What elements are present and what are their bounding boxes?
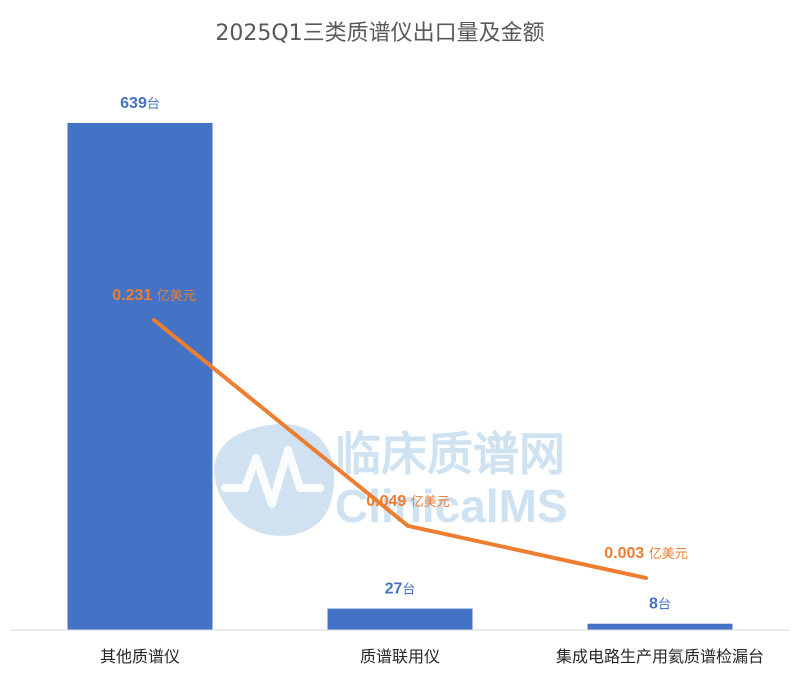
category-labels: 其他质谱仪 质谱联用仪 集成电路生产用氦质谱检漏台 xyxy=(100,647,764,666)
bar-3 xyxy=(587,623,733,630)
bar-1 xyxy=(67,123,213,630)
bar-value-label-2: 27台 xyxy=(385,581,416,598)
watermark-en: ClinicalMS xyxy=(335,480,568,532)
bar-2 xyxy=(327,608,473,630)
line-value-label-2: 0.049 亿美元 xyxy=(366,493,450,510)
category-label-3: 集成电路生产用氦质谱检漏台 xyxy=(556,647,764,666)
bars-layer: 639台 27台 8台 xyxy=(67,95,733,630)
watermark-cn: 临床质谱网 xyxy=(335,427,565,481)
line-series xyxy=(152,318,648,580)
watermark-logo-icon xyxy=(214,423,335,536)
line-value-label-1: 0.231 亿美元 xyxy=(112,287,196,304)
chart-title: 2025Q1三类质谱仪出口量及金额 xyxy=(215,21,544,46)
bar-value-label-3: 8台 xyxy=(649,596,671,613)
bar-value-label-1: 639台 xyxy=(120,95,160,112)
category-label-2: 质谱联用仪 xyxy=(360,647,440,666)
watermark: 临床质谱网 ClinicalMS xyxy=(214,423,568,536)
category-label-1: 其他质谱仪 xyxy=(100,647,180,666)
line-layer: 0.231 亿美元 0.049 亿美元 0.003 亿美元 xyxy=(112,287,688,580)
line-value-label-3: 0.003 亿美元 xyxy=(604,545,688,562)
